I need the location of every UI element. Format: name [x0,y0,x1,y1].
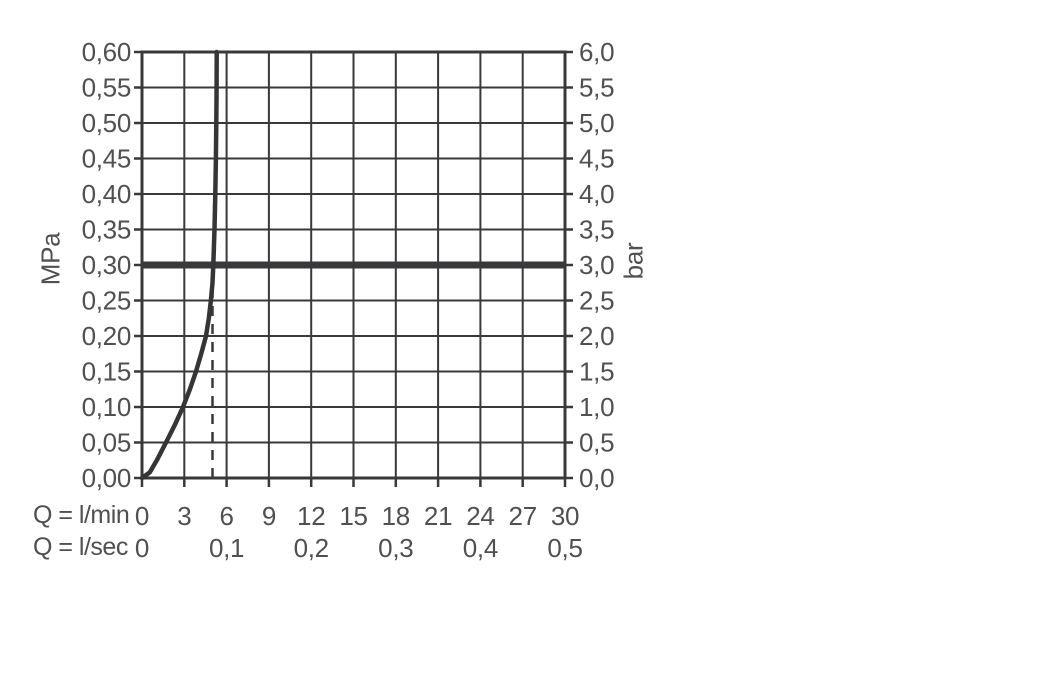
y-left-tick-label: 0,45 [82,144,131,174]
x-tick-label-lmin: 30 [551,501,579,531]
y-left-tick-label: 0,15 [82,357,131,387]
x-tick-label-lmin: 18 [382,501,410,531]
x-tick-label-lsec: 0,4 [463,533,498,563]
y-right-tick-label: 5,5 [579,73,614,103]
x-tick-label-lmin: 6 [220,501,234,531]
x-tick-label-lsec: 0,5 [547,533,582,563]
y-right-tick-label: 6,0 [579,37,614,67]
y-right-tick-label: 3,5 [579,215,614,245]
y-left-tick-label: 0,20 [82,321,131,351]
y-right-tick-label: 0,5 [579,428,614,458]
y-left-tick-label: 0,10 [82,392,131,422]
x-tick-label-lmin: 12 [297,501,325,531]
x-tick-label-lmin: 24 [466,501,494,531]
y-left-tick-label: 0,25 [82,286,131,316]
y-right-tick-label: 4,5 [579,144,614,174]
y-right-tick-label: 5,0 [579,108,614,138]
x-tick-label-lmin: 27 [509,501,537,531]
x-tick-label-lmin: 21 [424,501,452,531]
x-tick-label-lsec: 0 [135,533,149,563]
y-right-tick-label: 4,0 [579,179,614,209]
y-left-tick-label: 0,60 [82,37,131,67]
y-right-tick-label: 2,0 [579,321,614,351]
y-right-tick-label: 2,5 [579,286,614,316]
x-tick-label-lmin: 0 [135,501,149,531]
y-left-tick-label: 0,50 [82,108,131,138]
x-axis-unit-label-lsec: Q = l/sec [33,533,128,561]
y-left-tick-label: 0,05 [82,428,131,458]
x-tick-label-lsec: 0,1 [209,533,244,563]
x-tick-label-lsec: 0,2 [294,533,329,563]
y-left-tick-label: 0,55 [82,73,131,103]
x-tick-label-lsec: 0,3 [378,533,413,563]
y-left-tick-label: 0,30 [82,250,131,280]
y-axis-label-bar: bar [618,242,649,280]
x-tick-label-lmin: 9 [262,501,276,531]
y-right-tick-label: 1,0 [579,392,614,422]
x-axis-unit-label-lmin: Q = l/min [33,501,130,529]
flow-rate-curve [139,49,219,481]
y-right-tick-label: 3,0 [579,250,614,280]
x-tick-label-lmin: 3 [177,501,191,531]
y-left-tick-label: 0,35 [82,215,131,245]
y-right-tick-label: 0,0 [579,463,614,493]
y-right-tick-label: 1,5 [579,357,614,387]
x-tick-label-lmin: 15 [339,501,367,531]
y-axis-label-mpa: MPa [35,232,66,286]
y-left-tick-label: 0,00 [82,463,131,493]
y-left-tick-label: 0,40 [82,179,131,209]
